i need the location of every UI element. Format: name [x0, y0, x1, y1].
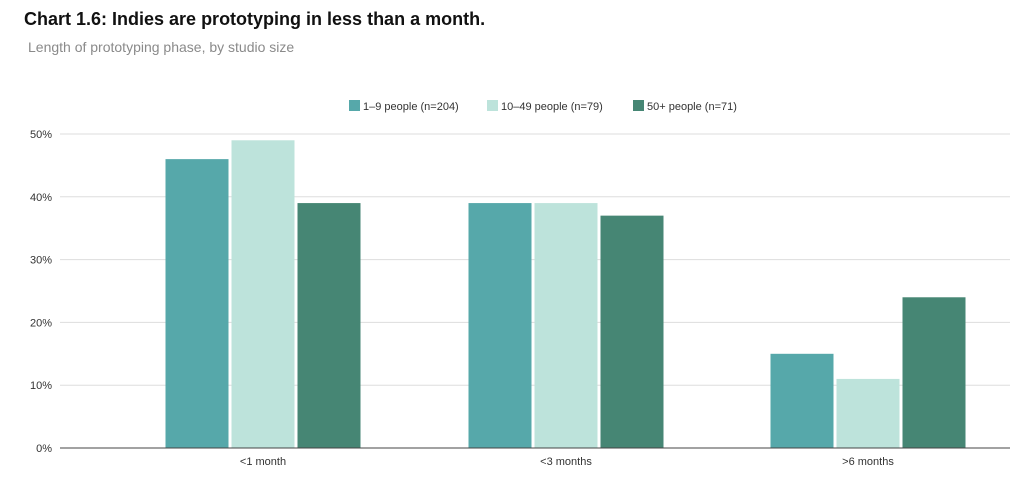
bar [902, 297, 966, 448]
y-tick-label: 50% [30, 129, 52, 141]
chart-title: Chart 1.6: Indies are prototyping in les… [24, 9, 486, 29]
x-category-label: <3 months [540, 456, 592, 468]
bar [534, 203, 598, 448]
x-category-label: <1 month [240, 456, 286, 468]
legend-swatch [487, 100, 498, 111]
x-category-label: >6 months [842, 456, 894, 468]
y-tick-label: 40% [30, 192, 52, 204]
chart-subtitle: Length of prototyping phase, by studio s… [28, 39, 295, 55]
y-tick-label: 30% [30, 255, 52, 267]
y-tick-label: 10% [30, 380, 52, 392]
bar [231, 140, 295, 448]
y-tick-label: 20% [30, 317, 52, 329]
bar [165, 159, 229, 448]
bar [468, 203, 532, 448]
legend-label: 10–49 people (n=79) [501, 101, 603, 113]
legend-swatch [633, 100, 644, 111]
bar [600, 215, 664, 448]
bar [297, 203, 361, 448]
legend-swatch [349, 100, 360, 111]
bar [836, 378, 900, 448]
y-tick-label: 0% [36, 443, 52, 455]
legend-label: 50+ people (n=71) [647, 101, 737, 113]
legend-label: 1–9 people (n=204) [363, 101, 459, 113]
bar [770, 353, 834, 448]
